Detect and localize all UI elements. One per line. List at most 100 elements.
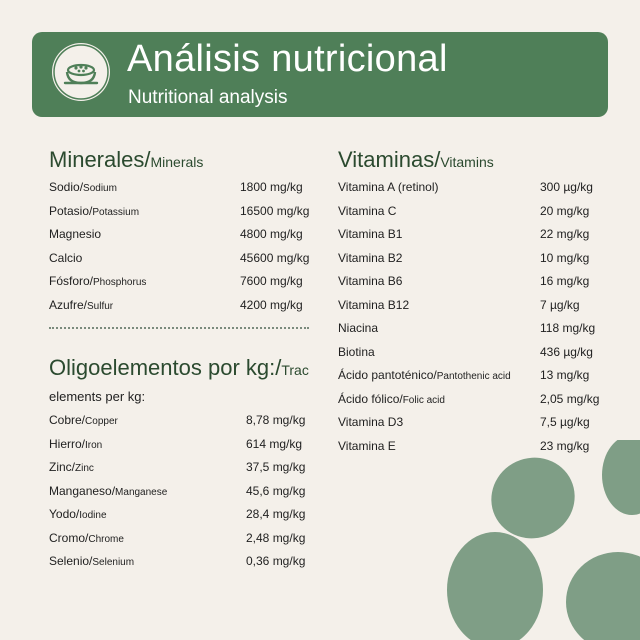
vitamins-row-label: Niacina	[338, 321, 378, 335]
vitamins-name-es: Vitamina B1	[338, 227, 403, 241]
vitamins-row-label: Vitamina C	[338, 204, 396, 218]
vitamins-heading: Vitaminas/Vitamins	[338, 147, 494, 173]
minerals-name-es: Fósforo/	[49, 274, 94, 288]
vitamins-name-es: Vitamina C	[338, 203, 397, 218]
minerals-name-en: Sulfur	[87, 300, 114, 312]
trace-value: 28,4 mg/kg	[246, 507, 306, 521]
vitamins-name-es: Vitamina B6	[338, 274, 403, 288]
vitamins-name-es: Biotina	[338, 344, 375, 359]
trace-row-label: Zinc/Zinc	[49, 460, 94, 474]
vitamins-value: 20 mg/kg	[540, 203, 590, 218]
vitamins-row-label: Vitamina B1	[338, 227, 402, 241]
vitamins-name-es: Vitamina A (retinol)	[338, 180, 439, 194]
trace-row-label: Yodo/Iodine	[49, 507, 107, 521]
vitamins-name-es: Niacina	[338, 321, 379, 335]
vitamins-name-es: Vitamina B2	[338, 250, 403, 265]
vitamins-row-label: Vitamina B6	[338, 274, 402, 288]
trace-value: 45,6 mg/kg	[246, 483, 306, 498]
minerals-row-label: Magnesio	[49, 227, 101, 241]
minerals-name-en: Potassium	[92, 206, 140, 218]
minerals-heading: Minerales/Minerals	[49, 147, 203, 173]
trace-name-es: Hierro/	[49, 436, 86, 451]
trace-value: 614 mg/kg	[246, 436, 303, 451]
paw-print-icon	[447, 440, 640, 640]
trace-name-es: Selenio/	[49, 554, 93, 568]
trace-row-label: Hierro/Iron	[49, 437, 102, 451]
vitamins-row-label: Ácido fólico/Folic acid	[338, 392, 445, 406]
trace-name-en: Selenium	[92, 557, 135, 568]
page-title: Análisis nutricional	[127, 38, 448, 80]
trace-heading: Oligoelementos por kg:/Trac	[49, 355, 309, 381]
vitamins-name-es: Ácido fólico/	[338, 391, 403, 406]
vitamins-name-es: Vitamina B12	[338, 297, 410, 312]
vitamins-row-label: Vitamina E	[338, 439, 396, 453]
vitamins-row-label: Vitamina B2	[338, 251, 402, 265]
vitamins-row-label: Biotina	[338, 345, 375, 359]
trace-value: 37,5 mg/kg	[246, 460, 306, 474]
minerals-name-en: Phosphorus	[93, 277, 147, 288]
vitamins-row-label: Ácido pantoténico/Pantothenic acid	[338, 368, 511, 382]
minerals-value: 7600 mg/kg	[240, 274, 303, 288]
trace-name-en: Iron	[85, 439, 103, 451]
trace-value: 2,48 mg/kg	[246, 530, 306, 545]
vitamins-name-es: Vitamina E	[338, 438, 396, 453]
vitamins-name-es: Vitamina D3	[338, 415, 404, 429]
vitamins-value: 118 mg/kg	[540, 321, 596, 335]
vitamins-name-en: Folic acid	[402, 394, 445, 406]
trace-name-es: Manganeso/	[49, 483, 116, 498]
minerals-row-label: Azufre/Sulfur	[49, 298, 113, 312]
trace-heading-en-line2: elements per kg:	[49, 389, 146, 404]
vitamins-value: 436 µg/kg	[540, 344, 593, 359]
vitamins-row-label: Vitamina D3	[338, 415, 403, 429]
minerals-row-label: Sodio/Sodium	[49, 180, 117, 194]
minerals-name-en: Sodium	[83, 183, 117, 194]
trace-value: 0,36 mg/kg	[246, 554, 306, 568]
trace-name-en: Manganese	[115, 486, 168, 498]
trace-name-en: Iodine	[79, 510, 107, 521]
vitamins-name-en: Pantothenic acid	[436, 371, 511, 382]
trace-name-en: Chrome	[88, 533, 124, 545]
minerals-value: 4800 mg/kg	[240, 227, 303, 241]
minerals-heading-en: Minerals	[150, 154, 204, 170]
trace-name-en: Zinc	[75, 463, 94, 474]
trace-name-es: Yodo/	[49, 507, 80, 521]
trace-name-en: Copper	[85, 416, 118, 427]
vitamins-value: 13 mg/kg	[540, 368, 590, 382]
vitamins-heading-es: Vitaminas/	[338, 147, 441, 172]
trace-row-label: Cobre/Copper	[49, 413, 118, 427]
food-bowl-icon	[52, 43, 110, 101]
vitamins-value: 10 mg/kg	[540, 250, 590, 265]
page-subtitle: Nutritional analysis	[128, 87, 288, 108]
vitamins-value: 7,5 µg/kg	[540, 415, 590, 429]
minerals-value: 45600 mg/kg	[240, 250, 310, 265]
vitamins-value: 16 mg/kg	[540, 274, 590, 288]
trace-heading-es: Oligoelementos por kg:/	[49, 355, 282, 380]
vitamins-name-es: Ácido pantoténico/	[338, 368, 437, 382]
section-divider	[49, 327, 309, 329]
header-banner: Análisis nutricional Nutritional analysi…	[32, 32, 608, 117]
minerals-value: 1800 mg/kg	[240, 180, 303, 194]
minerals-row-label: Calcio	[49, 251, 82, 265]
minerals-name-es: Azufre/	[49, 297, 88, 312]
trace-value: 8,78 mg/kg	[246, 413, 306, 427]
vitamins-value: 7 µg/kg	[540, 297, 580, 312]
minerals-name-es: Potasio/	[49, 203, 93, 218]
vitamins-value: 2,05 mg/kg	[540, 391, 600, 406]
vitamins-row-label: Vitamina A (retinol)	[338, 180, 439, 194]
minerals-name-es: Calcio	[49, 250, 83, 265]
minerals-row-label: Potasio/Potassium	[49, 204, 139, 218]
trace-row-label: Cromo/Chrome	[49, 531, 124, 545]
trace-row-label: Manganeso/Manganese	[49, 484, 167, 498]
vitamins-value: 23 mg/kg	[540, 438, 590, 453]
minerals-value: 16500 mg/kg	[240, 203, 310, 218]
minerals-value: 4200 mg/kg	[240, 297, 303, 312]
trace-heading-en: Trac	[281, 362, 309, 378]
vitamins-row-label: Vitamina B12	[338, 298, 409, 312]
trace-name-es: Cobre/	[49, 413, 86, 427]
minerals-name-es: Magnesio	[49, 227, 102, 241]
trace-name-es: Zinc/	[49, 460, 76, 474]
vitamins-value: 22 mg/kg	[540, 227, 590, 241]
minerals-heading-es: Minerales/	[49, 147, 151, 172]
trace-name-es: Cromo/	[49, 530, 89, 545]
vitamins-heading-en: Vitamins	[440, 154, 494, 170]
